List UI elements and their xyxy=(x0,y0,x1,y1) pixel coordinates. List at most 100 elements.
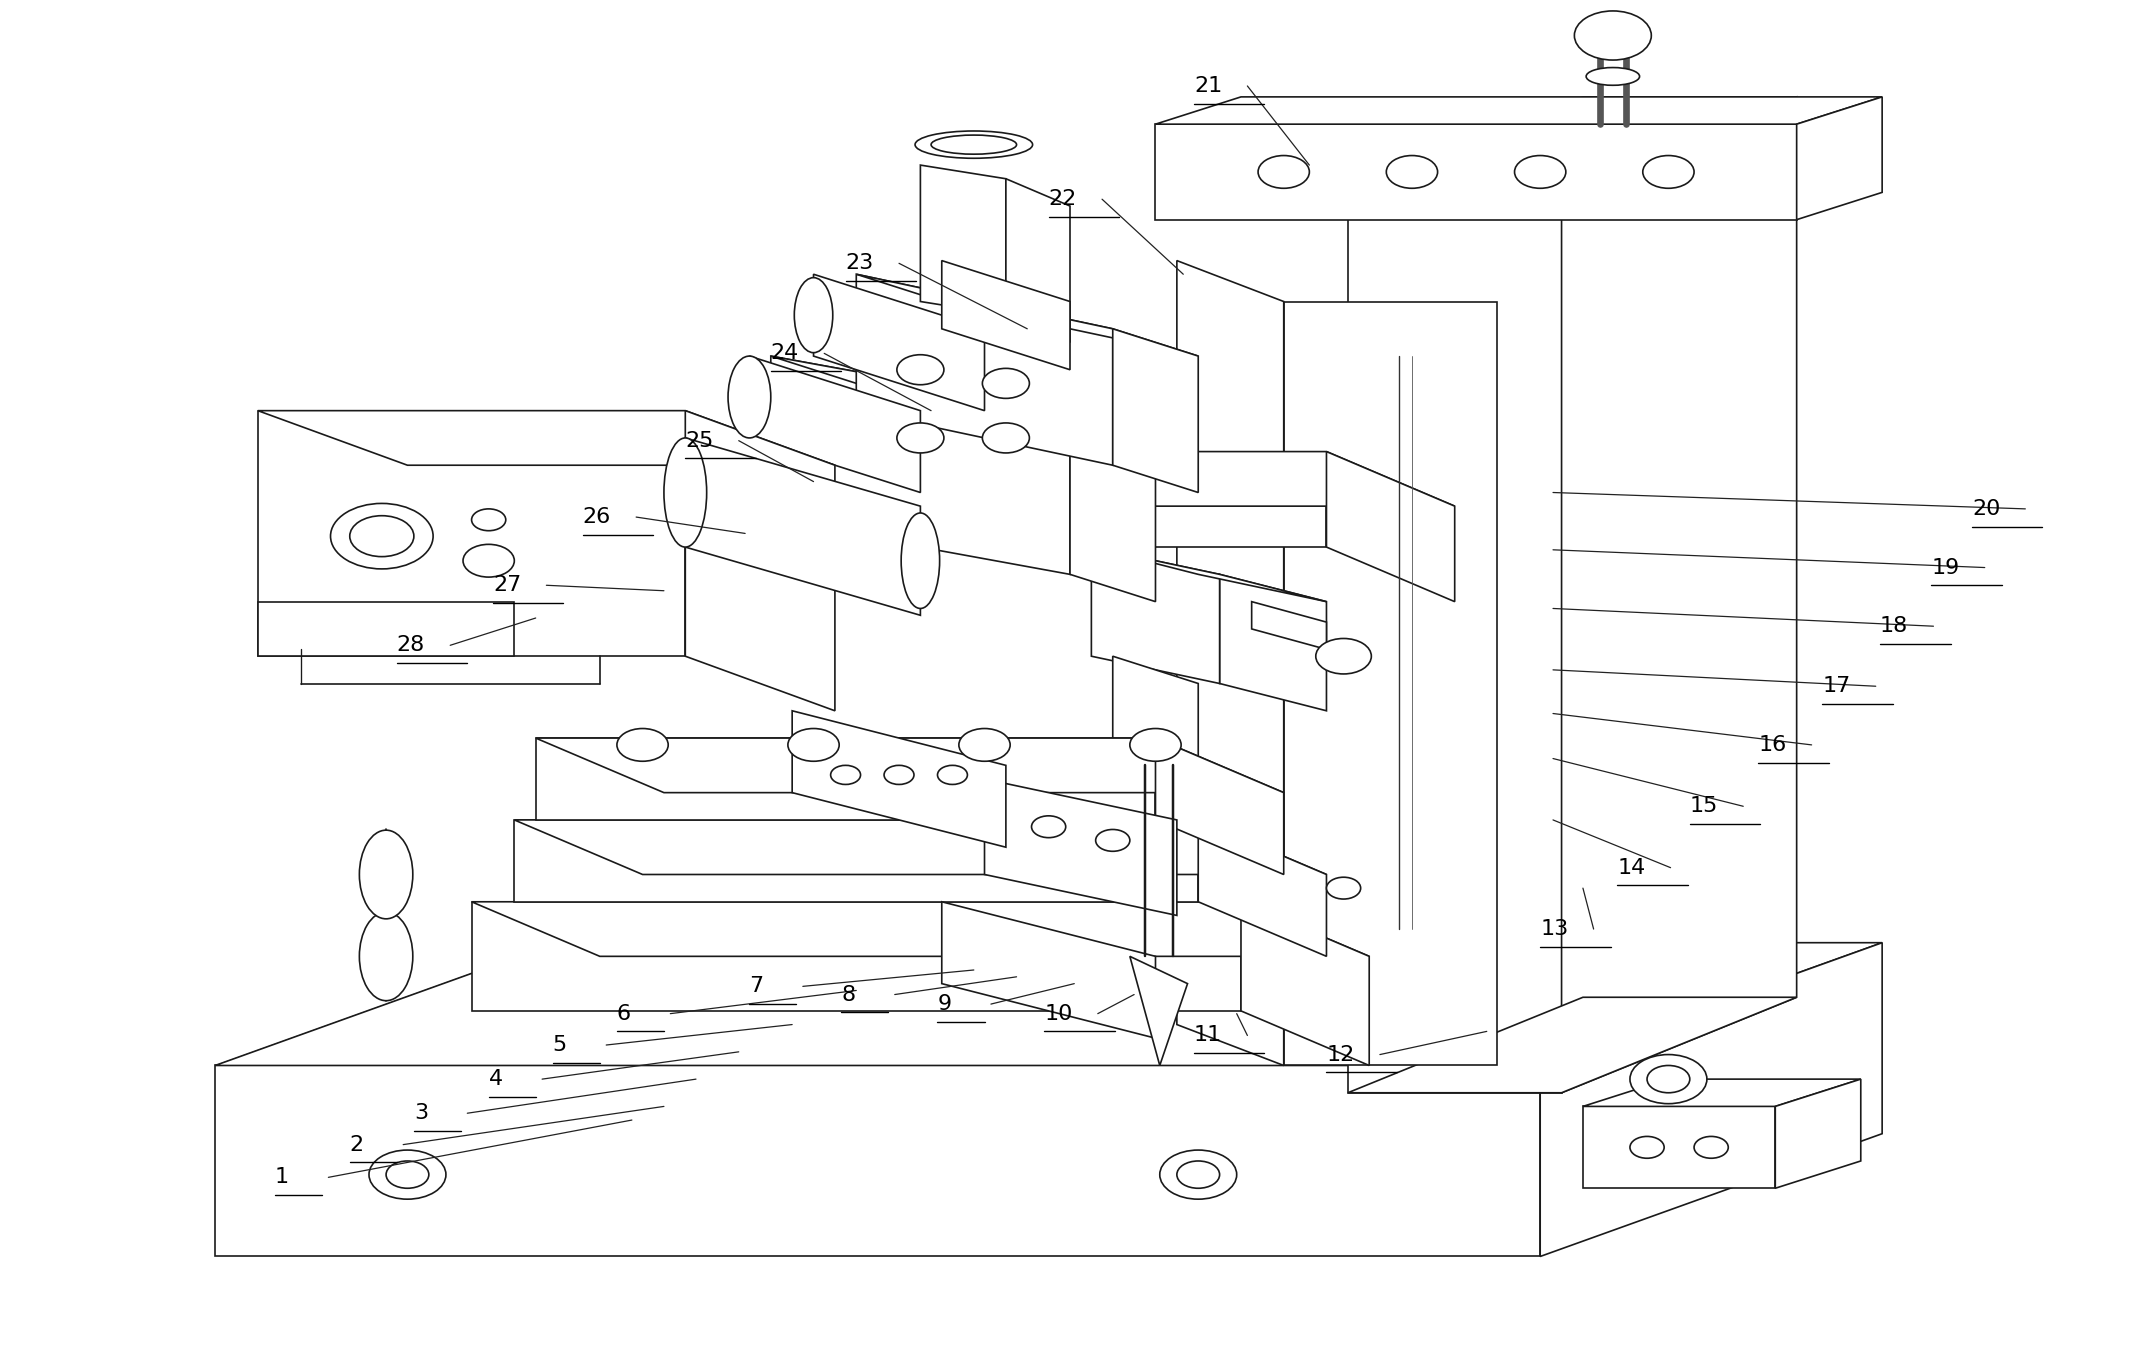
Circle shape xyxy=(1515,156,1566,189)
Polygon shape xyxy=(1327,451,1455,601)
Text: 26: 26 xyxy=(582,507,610,528)
Text: 19: 19 xyxy=(1930,558,1960,577)
Text: 13: 13 xyxy=(1541,919,1569,939)
Polygon shape xyxy=(1070,410,1156,601)
Polygon shape xyxy=(1156,97,1883,124)
Circle shape xyxy=(1644,156,1695,189)
Polygon shape xyxy=(1541,943,1883,1256)
Polygon shape xyxy=(1156,124,1798,220)
Circle shape xyxy=(1177,1161,1220,1188)
Ellipse shape xyxy=(360,912,413,1001)
Circle shape xyxy=(830,766,860,785)
Polygon shape xyxy=(984,779,1177,916)
Polygon shape xyxy=(749,451,1327,547)
Polygon shape xyxy=(216,943,1883,1065)
Polygon shape xyxy=(1348,97,1798,165)
Text: 3: 3 xyxy=(413,1103,428,1124)
Circle shape xyxy=(788,729,839,761)
Polygon shape xyxy=(856,275,1113,465)
Polygon shape xyxy=(1156,738,1284,875)
Ellipse shape xyxy=(1586,33,1639,51)
Circle shape xyxy=(1387,156,1438,189)
Polygon shape xyxy=(1584,1079,1862,1106)
Polygon shape xyxy=(1348,165,1562,1092)
Circle shape xyxy=(349,515,413,556)
Circle shape xyxy=(1631,1136,1665,1158)
Text: 12: 12 xyxy=(1327,1044,1355,1065)
Circle shape xyxy=(1130,729,1181,761)
Polygon shape xyxy=(1006,179,1070,343)
Text: 15: 15 xyxy=(1691,797,1718,816)
Circle shape xyxy=(937,766,967,785)
Polygon shape xyxy=(1220,574,1327,711)
Polygon shape xyxy=(471,902,1241,1012)
Polygon shape xyxy=(1348,998,1798,1092)
Polygon shape xyxy=(1584,1106,1776,1188)
Text: 25: 25 xyxy=(685,431,713,451)
Polygon shape xyxy=(1130,957,1188,1065)
Circle shape xyxy=(884,766,914,785)
Text: 1: 1 xyxy=(274,1167,289,1188)
Circle shape xyxy=(1096,830,1130,852)
Polygon shape xyxy=(685,437,920,615)
Text: 2: 2 xyxy=(349,1135,364,1155)
Polygon shape xyxy=(685,410,835,711)
Polygon shape xyxy=(770,355,1070,574)
Polygon shape xyxy=(535,738,1156,820)
Text: 7: 7 xyxy=(749,976,764,997)
Text: 5: 5 xyxy=(552,1035,567,1055)
Text: 4: 4 xyxy=(488,1069,503,1089)
Polygon shape xyxy=(1776,1079,1862,1188)
Text: 8: 8 xyxy=(841,984,856,1005)
Polygon shape xyxy=(535,738,1284,793)
Circle shape xyxy=(897,422,944,452)
Polygon shape xyxy=(257,410,835,465)
Polygon shape xyxy=(813,275,984,410)
Circle shape xyxy=(1575,11,1652,60)
Text: 10: 10 xyxy=(1044,1003,1072,1024)
Polygon shape xyxy=(216,1065,1541,1256)
Text: 28: 28 xyxy=(396,636,426,655)
Polygon shape xyxy=(514,820,1327,875)
Circle shape xyxy=(462,544,514,577)
Circle shape xyxy=(982,422,1029,452)
Polygon shape xyxy=(749,451,1455,506)
Text: 18: 18 xyxy=(1881,617,1909,636)
Circle shape xyxy=(1031,816,1066,838)
Ellipse shape xyxy=(728,355,770,437)
Polygon shape xyxy=(1113,329,1198,492)
Text: 16: 16 xyxy=(1759,735,1787,755)
Polygon shape xyxy=(920,165,1006,316)
Polygon shape xyxy=(514,820,1198,902)
Text: 20: 20 xyxy=(1971,499,2001,519)
Polygon shape xyxy=(1252,601,1327,649)
Circle shape xyxy=(368,1150,445,1199)
Circle shape xyxy=(330,503,432,569)
Text: 11: 11 xyxy=(1194,1025,1222,1046)
Text: 14: 14 xyxy=(1618,857,1646,878)
Text: 23: 23 xyxy=(845,253,873,273)
Circle shape xyxy=(1631,1054,1708,1103)
Circle shape xyxy=(385,1161,428,1188)
Polygon shape xyxy=(749,355,920,492)
Text: 21: 21 xyxy=(1194,77,1222,96)
Ellipse shape xyxy=(901,513,939,608)
Circle shape xyxy=(616,729,668,761)
Circle shape xyxy=(982,368,1029,398)
Polygon shape xyxy=(1284,302,1498,1065)
Polygon shape xyxy=(942,261,1070,369)
Polygon shape xyxy=(1562,97,1798,1092)
Polygon shape xyxy=(257,410,685,656)
Text: 22: 22 xyxy=(1049,189,1076,209)
Polygon shape xyxy=(1241,902,1370,1065)
Polygon shape xyxy=(1798,97,1883,220)
Ellipse shape xyxy=(931,135,1016,154)
Polygon shape xyxy=(1091,547,1327,601)
Circle shape xyxy=(897,354,944,384)
Polygon shape xyxy=(1198,820,1327,957)
Circle shape xyxy=(1258,156,1310,189)
Polygon shape xyxy=(471,902,1370,957)
Circle shape xyxy=(471,509,505,530)
Circle shape xyxy=(1316,638,1372,674)
Text: 6: 6 xyxy=(616,1003,631,1024)
